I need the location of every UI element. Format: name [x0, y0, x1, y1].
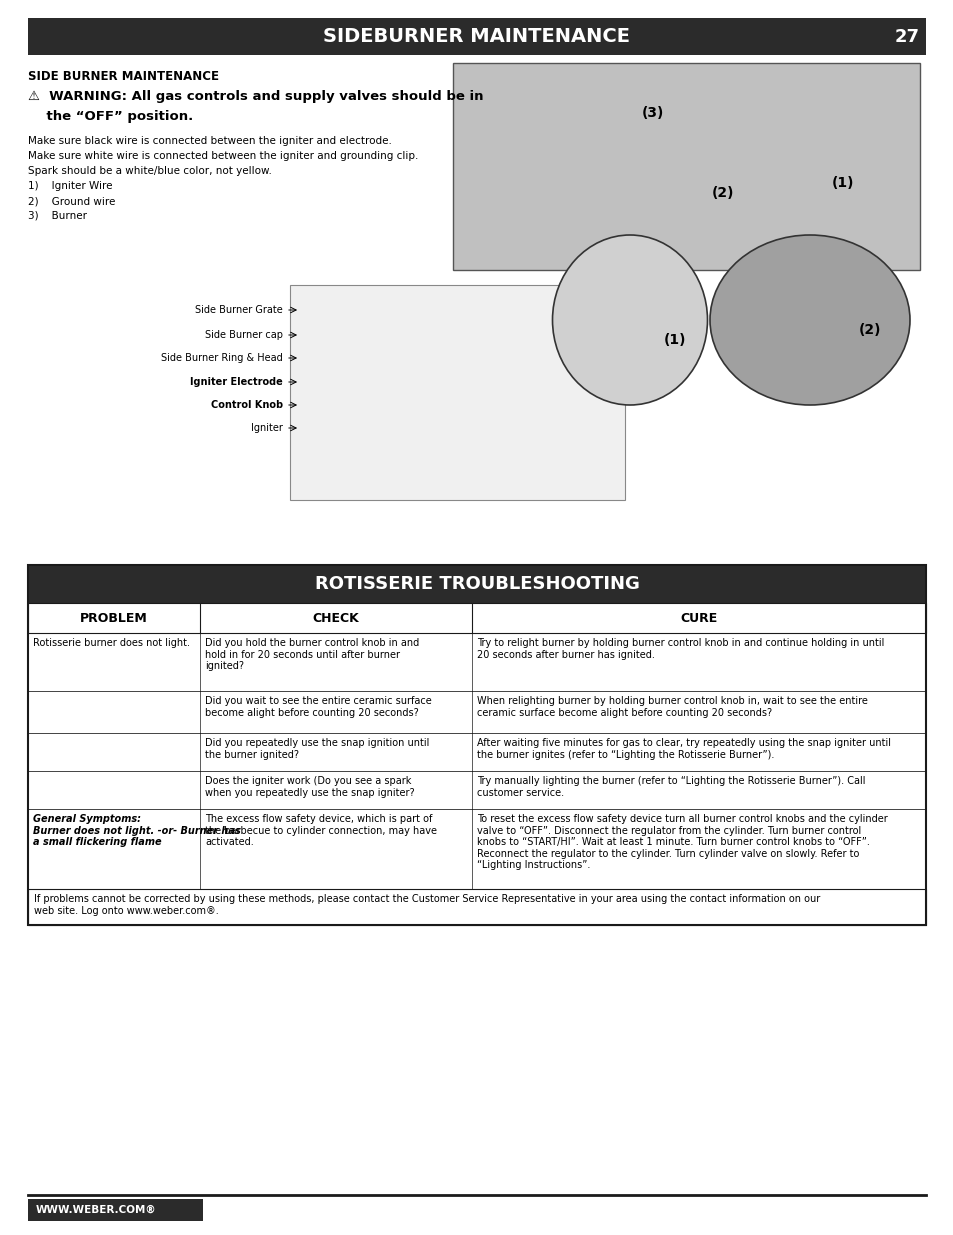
Text: Did you hold the burner control knob in and
hold in for 20 seconds until after b: Did you hold the burner control knob in … [205, 638, 419, 671]
Text: Side Burner Grate: Side Burner Grate [195, 305, 283, 315]
Text: (2): (2) [711, 186, 734, 200]
Text: (1): (1) [831, 177, 853, 190]
Text: Side Burner Ring & Head: Side Burner Ring & Head [161, 353, 283, 363]
Bar [28, 809, 925, 889]
Text: 3)    Burner: 3) Burner [28, 211, 87, 221]
Bar [453, 63, 919, 270]
Bar [28, 634, 925, 692]
Bar [28, 19, 925, 56]
Text: Igniter Electrode: Igniter Electrode [190, 377, 283, 387]
Text: The excess flow safety device, which is part of
the barbecue to cylinder connect: The excess flow safety device, which is … [205, 814, 437, 847]
Text: Rotisserie burner does not light.: Rotisserie burner does not light. [33, 638, 190, 648]
Bar [28, 734, 925, 771]
Bar [28, 692, 925, 734]
Text: Make sure white wire is connected between the igniter and grounding clip.: Make sure white wire is connected betwee… [28, 151, 418, 161]
Text: 27: 27 [894, 27, 919, 46]
Text: Try to relight burner by holding burner control knob in and continue holding in : Try to relight burner by holding burner … [476, 638, 883, 659]
Text: Igniter: Igniter [251, 424, 283, 433]
Text: When relighting burner by holding burner control knob in, wait to see the entire: When relighting burner by holding burner… [476, 697, 866, 718]
Text: Does the igniter work (Do you see a spark
when you repeatedly use the snap ignit: Does the igniter work (Do you see a spar… [205, 776, 415, 798]
Text: (3): (3) [641, 106, 663, 120]
Text: General Symptoms:
Burner does not light. -or- Burner has
a small flickering flam: General Symptoms: Burner does not light.… [33, 814, 240, 847]
Text: 1)    Igniter Wire: 1) Igniter Wire [28, 182, 112, 191]
Text: (2): (2) [858, 324, 881, 337]
Text: Spark should be a white/blue color, not yellow.: Spark should be a white/blue color, not … [28, 165, 272, 177]
Text: If problems cannot be corrected by using these methods, please contact the Custo: If problems cannot be corrected by using… [34, 894, 820, 915]
Ellipse shape [709, 235, 909, 405]
Text: ROTISSERIE TROUBLESHOOTING: ROTISSERIE TROUBLESHOOTING [314, 576, 639, 593]
Text: WWW.WEBER.COM®: WWW.WEBER.COM® [36, 1205, 156, 1215]
Bar [28, 603, 925, 634]
Text: SIDE BURNER MAINTENANCE: SIDE BURNER MAINTENANCE [28, 70, 219, 83]
Text: SIDEBURNER MAINTENANCE: SIDEBURNER MAINTENANCE [323, 27, 630, 46]
Bar [290, 285, 624, 500]
Bar [28, 771, 925, 809]
Text: Did you wait to see the entire ceramic surface
become alight before counting 20 : Did you wait to see the entire ceramic s… [205, 697, 432, 718]
Text: 2)    Ground wire: 2) Ground wire [28, 196, 115, 206]
Text: the “OFF” position.: the “OFF” position. [28, 110, 193, 124]
Bar [28, 564, 925, 603]
Text: CURE: CURE [679, 611, 717, 625]
Text: After waiting five minutes for gas to clear, try repeatedly using the snap ignit: After waiting five minutes for gas to cl… [476, 739, 890, 760]
Bar [28, 889, 925, 925]
Text: Try manually lighting the burner (refer to “Lighting the Rotisserie Burner”). Ca: Try manually lighting the burner (refer … [476, 776, 864, 798]
Text: PROBLEM: PROBLEM [80, 611, 148, 625]
Text: To reset the excess flow safety device turn all burner control knobs and the cyl: To reset the excess flow safety device t… [476, 814, 886, 871]
Text: Side Burner cap: Side Burner cap [205, 330, 283, 340]
Text: (1): (1) [663, 333, 685, 347]
Text: Make sure black wire is connected between the igniter and electrode.: Make sure black wire is connected betwee… [28, 136, 392, 146]
Text: Control Knob: Control Knob [211, 400, 283, 410]
Ellipse shape [552, 235, 707, 405]
Text: CHECK: CHECK [313, 611, 359, 625]
Text: Did you repeatedly use the snap ignition until
the burner ignited?: Did you repeatedly use the snap ignition… [205, 739, 430, 760]
Bar [28, 1199, 203, 1221]
Text: ⚠  WARNING: All gas controls and supply valves should be in: ⚠ WARNING: All gas controls and supply v… [28, 90, 483, 103]
Bar [28, 564, 925, 925]
